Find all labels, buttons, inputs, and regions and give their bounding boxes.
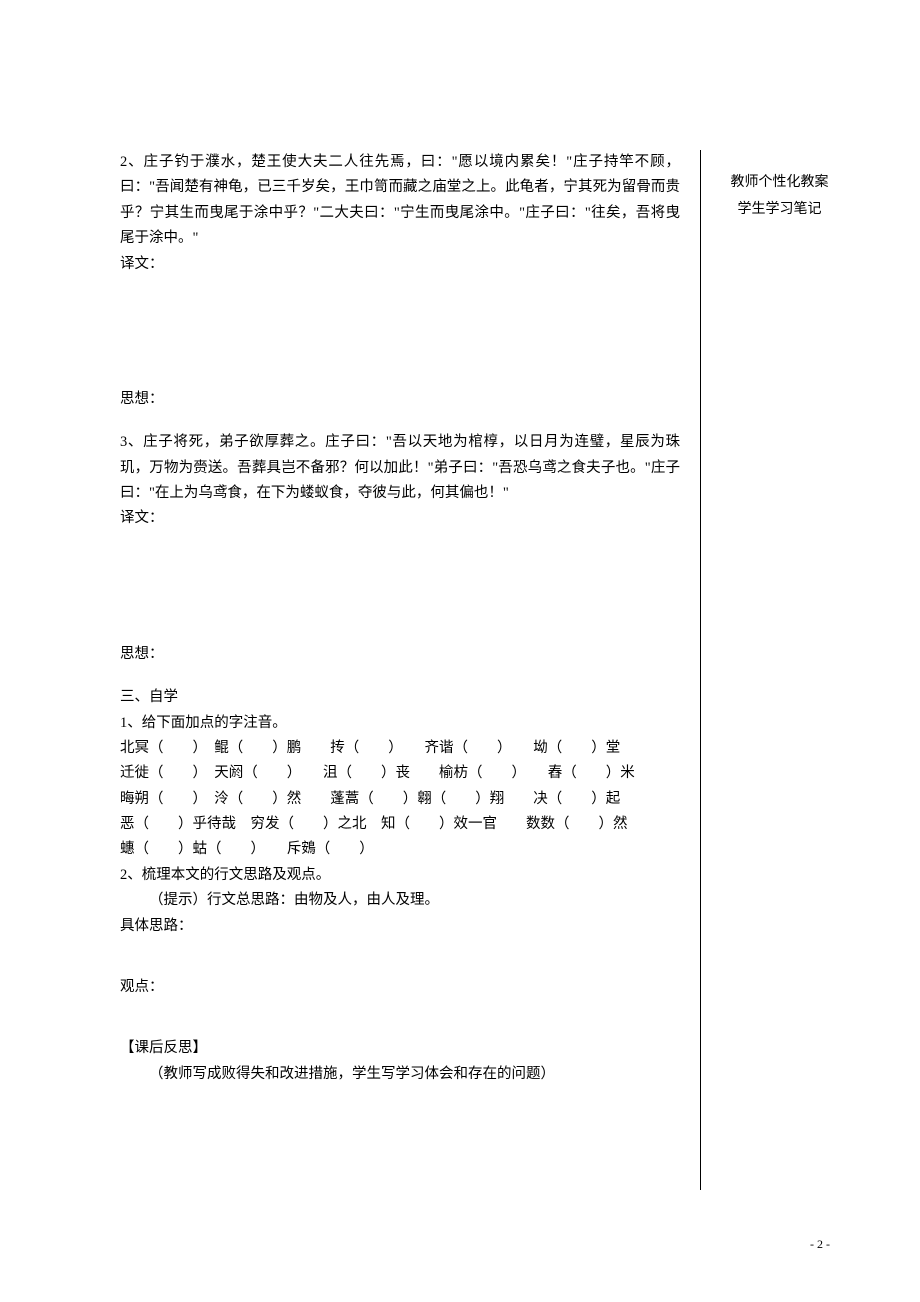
blank-thought-3	[120, 667, 680, 685]
passage-3: 3、庄子将死，弟子欲厚葬之。庄子曰："吾以天地为棺椁，以日月为连璧，星辰为珠玑，…	[120, 430, 680, 506]
concrete-label: 具体思路：	[120, 914, 680, 939]
reflection-body: （教师写成败得失和改进措施，学生写学习体会和存在的问题）	[120, 1062, 680, 1087]
page-container: 2、庄子钓于濮水，楚王使大夫二人往先焉，曰："愿以境内累矣！"庄子持竿不顾，曰：…	[0, 0, 920, 1302]
question-1: 1、给下面加点的字注音。	[120, 711, 680, 736]
side-line-1: 教师个性化教案	[719, 170, 840, 197]
thought-label-3: 思想：	[120, 642, 680, 667]
hint: （提示）行文总思路：由物及人，由人及理。	[120, 888, 680, 913]
passage-2: 2、庄子钓于濮水，楚王使大夫二人往先焉，曰："愿以境内累矣！"庄子持竿不顾，曰：…	[120, 150, 680, 252]
thought-label-2: 思想：	[120, 387, 680, 412]
blank-translation-3	[120, 532, 680, 642]
pinyin-line-2: 迁徙（ ） 天阏（ ） 沮（ ）丧 榆枋（ ） 舂（ ）米	[120, 761, 680, 786]
blank-viewpoint-2	[120, 1018, 680, 1036]
pinyin-line-3: 晦朔（ ） 泠（ ）然 蓬蒿（ ）翱（ ）翔 决（ ）起	[120, 787, 680, 812]
pinyin-line-4: 恶（ ）乎待哉 穷发（ ）之北 知（ ）效一官 数数（ ）然	[120, 812, 680, 837]
page-number: - 2 -	[810, 1237, 830, 1252]
question-2: 2、梳理本文的行文思路及观点。	[120, 863, 680, 888]
blank-thought-2	[120, 412, 680, 430]
blank-concrete	[120, 939, 680, 957]
viewpoint-label: 观点：	[120, 975, 680, 1000]
pinyin-line-5: 蟪（ ）蛄（ ） 斥鴳（ ）	[120, 837, 680, 862]
translation-label-3: 译文：	[120, 506, 680, 531]
blank-translation-2	[120, 277, 680, 387]
side-line-2: 学生学习笔记	[719, 197, 840, 224]
blank-viewpoint	[120, 1000, 680, 1018]
blank-concrete-2	[120, 957, 680, 975]
pinyin-line-1: 北冥（ ） 鲲（ ）鹏 抟（ ） 齐谐（ ） 坳（ ）堂	[120, 736, 680, 761]
main-column: 2、庄子钓于濮水，楚王使大夫二人往先焉，曰："愿以境内累矣！"庄子持竿不顾，曰：…	[120, 150, 680, 1087]
side-column: 教师个性化教案 学生学习笔记	[700, 150, 840, 1190]
section-3-title: 三、自学	[120, 685, 680, 710]
translation-label-2: 译文：	[120, 252, 680, 277]
reflection-title: 【课后反思】	[120, 1036, 680, 1061]
